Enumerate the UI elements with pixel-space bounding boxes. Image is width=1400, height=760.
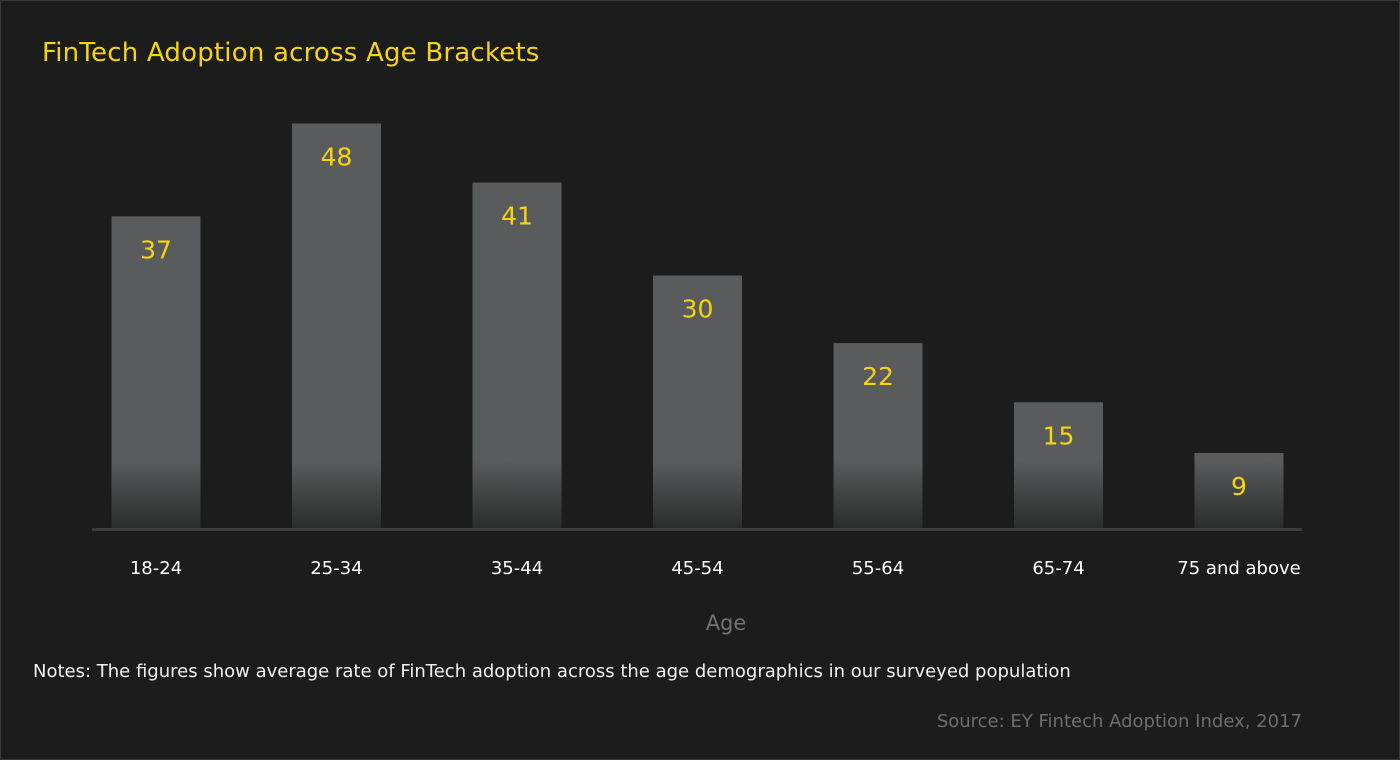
bar-chart: 37 18-24 48 25-34 41 35-44 30 45-54 22 55-64 15 65-… — [92, 123, 1302, 635]
value-label-35-44: 41 — [501, 202, 533, 231]
bar-fade-18-24 — [111, 461, 201, 529]
x-axis-title: Age — [706, 611, 747, 635]
bar-55-64 — [833, 343, 923, 461]
category-label-45-54: 45-54 — [671, 558, 723, 579]
chart-title: FinTech Adoption across Age Brackets — [42, 38, 540, 68]
category-label-65-74: 65-74 — [1032, 558, 1084, 579]
bar-25-34 — [292, 123, 381, 462]
bar-fade-45-54 — [653, 461, 742, 529]
value-label-55-64: 22 — [862, 362, 894, 391]
bar-35-44 — [472, 182, 562, 462]
bar-75 and above — [1194, 452, 1284, 461]
bar-45-54 — [653, 275, 742, 461]
category-label-25-34: 25-34 — [310, 558, 362, 579]
value-label-65-74: 15 — [1043, 421, 1075, 450]
chart-notes: Notes: The figures show average rate of … — [33, 661, 1071, 682]
bar-fade-35-44 — [472, 461, 562, 529]
category-label-35-44: 35-44 — [491, 558, 543, 579]
bar-65-74 — [1014, 402, 1103, 461]
category-label-55-64: 55-64 — [852, 558, 904, 579]
value-label-75 and above: 9 — [1231, 472, 1247, 501]
bar-18-24 — [111, 216, 201, 461]
bar-fade-65-74 — [1014, 461, 1103, 529]
category-label-75 and above: 75 and above — [1177, 558, 1300, 579]
bar-fade-75 and above — [1194, 461, 1284, 529]
bar-fade-55-64 — [833, 461, 923, 529]
category-label-18-24: 18-24 — [130, 558, 182, 579]
value-label-45-54: 30 — [682, 295, 714, 324]
chart-source: Source: EY Fintech Adoption Index, 2017 — [936, 711, 1302, 732]
value-label-18-24: 37 — [140, 235, 172, 264]
bar-fade-25-34 — [292, 461, 381, 529]
value-label-25-34: 48 — [321, 142, 353, 171]
